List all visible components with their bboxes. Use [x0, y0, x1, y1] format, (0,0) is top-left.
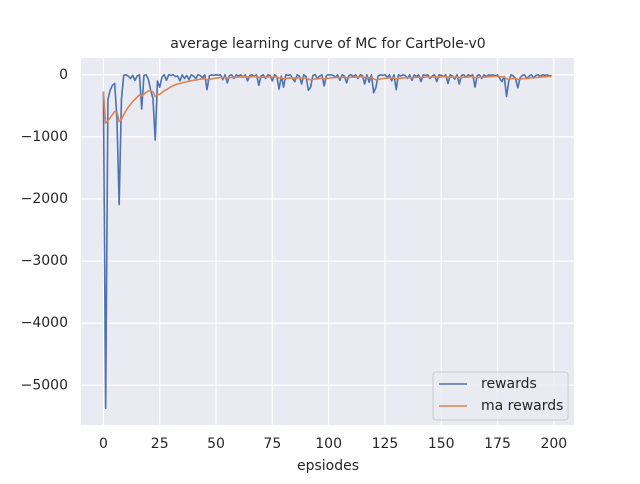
x-tick-label: 150 [428, 436, 455, 452]
x-tick-label: 75 [263, 436, 281, 452]
x-tick-label: 100 [315, 436, 342, 452]
x-tick-label: 0 [99, 436, 108, 452]
x-axis-label: epsiodes [297, 458, 359, 474]
legend-label: ma rewards [481, 398, 563, 414]
legend: rewards ma rewards [432, 371, 569, 421]
line-series [102, 75, 552, 124]
x-tick-label: 25 [151, 436, 169, 452]
plot-area [81, 58, 574, 425]
x-tick-label: 125 [372, 436, 399, 452]
y-tick-label: −3000 [21, 253, 68, 269]
y-tick-label: 0 [59, 67, 68, 83]
y-tick-label: −4000 [21, 315, 68, 331]
y-tick-label: −5000 [21, 377, 68, 393]
y-tick-label: −1000 [21, 129, 68, 145]
legend-label: rewards [481, 376, 537, 392]
x-tick-label: 200 [540, 436, 567, 452]
y-tick-label: −2000 [21, 191, 68, 207]
x-tick-label: 175 [484, 436, 511, 452]
x-tick-label: 50 [207, 436, 225, 452]
chart-title: average learning curve of MC for CartPol… [170, 36, 485, 52]
